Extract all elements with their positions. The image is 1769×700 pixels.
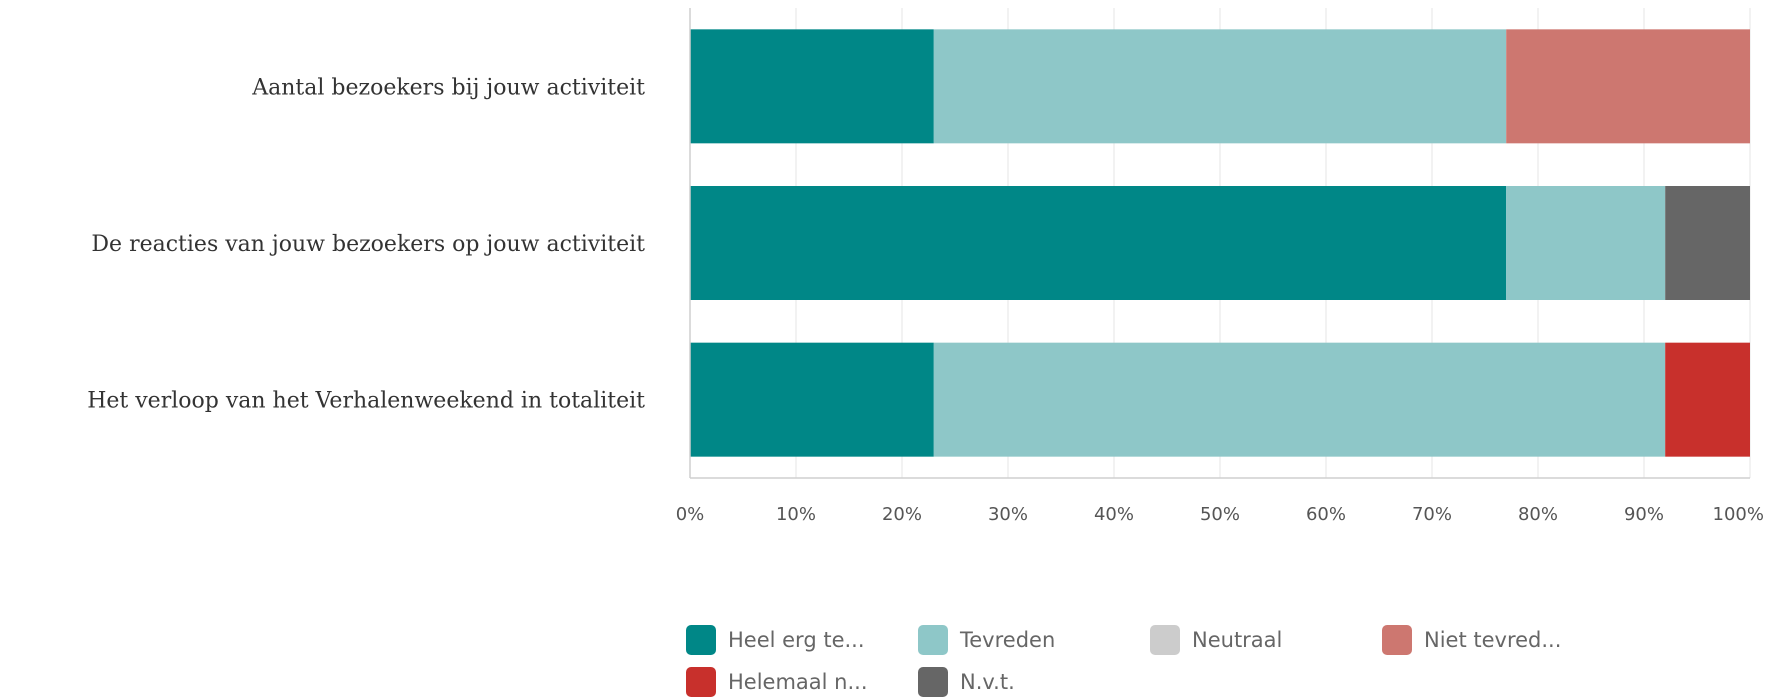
category-label: Aantal bezoekers bij jouw activiteit xyxy=(251,75,645,100)
x-tick-label: 30% xyxy=(988,504,1028,525)
legend-item[interactable]: Tevreden xyxy=(918,622,1055,658)
legend-item[interactable]: N.v.t. xyxy=(918,664,1015,700)
axes xyxy=(689,8,1750,479)
bar-segment[interactable] xyxy=(1506,186,1666,300)
legend-label: N.v.t. xyxy=(960,670,1015,694)
bar-segment[interactable] xyxy=(933,29,1507,144)
legend-swatch xyxy=(918,625,948,655)
legend-swatch xyxy=(918,667,948,697)
category-labels: Aantal bezoekers bij jouw activiteit De r… xyxy=(87,75,645,413)
legend-item[interactable]: Neutraal xyxy=(1150,622,1282,658)
x-tick-label: 60% xyxy=(1306,504,1346,525)
legend-label: Niet tevred... xyxy=(1424,628,1562,652)
legend-item[interactable]: Niet tevred... xyxy=(1382,622,1561,658)
x-tick-label: 90% xyxy=(1624,504,1664,525)
bar-segment[interactable] xyxy=(933,342,1666,457)
legend-swatch xyxy=(686,667,716,697)
bar-segment[interactable] xyxy=(1665,186,1750,300)
legend-swatch xyxy=(686,625,716,655)
bar-segment[interactable] xyxy=(690,29,934,144)
x-tick-label: 0% xyxy=(676,504,705,525)
x-tick-labels: 0% 10% 20% 30% 40% 50% 60% 70% 80% 90% 100% xyxy=(676,504,1764,525)
bar-segment[interactable] xyxy=(690,342,934,457)
x-tick-label: 50% xyxy=(1200,504,1240,525)
x-tick-label: 70% xyxy=(1412,504,1452,525)
x-tick-label: 40% xyxy=(1094,504,1134,525)
legend-swatch xyxy=(1382,625,1412,655)
bar-segment[interactable] xyxy=(690,186,1507,300)
x-tick-label: 80% xyxy=(1518,504,1558,525)
category-label: De reacties van jouw bezoekers op jouw a… xyxy=(91,232,645,257)
legend-item[interactable]: Heel erg te... xyxy=(686,622,865,658)
legend-label: Neutraal xyxy=(1192,628,1283,652)
x-tick-label: 20% xyxy=(882,504,922,525)
legend-label: Tevreden xyxy=(960,628,1056,652)
legend-item[interactable]: Helemaal n... xyxy=(686,664,868,700)
bar-segment[interactable] xyxy=(1506,29,1750,144)
bars xyxy=(690,29,1750,457)
category-label: Het verloop van het Verhalenweekend in t… xyxy=(87,389,645,414)
x-tick-label: 100% xyxy=(1713,504,1764,525)
x-tick-label: 10% xyxy=(776,504,816,525)
bar-segment[interactable] xyxy=(1665,342,1750,457)
legend-label: Heel erg te... xyxy=(728,628,865,652)
legend-swatch xyxy=(1150,625,1180,655)
legend-label: Helemaal n... xyxy=(728,670,868,694)
